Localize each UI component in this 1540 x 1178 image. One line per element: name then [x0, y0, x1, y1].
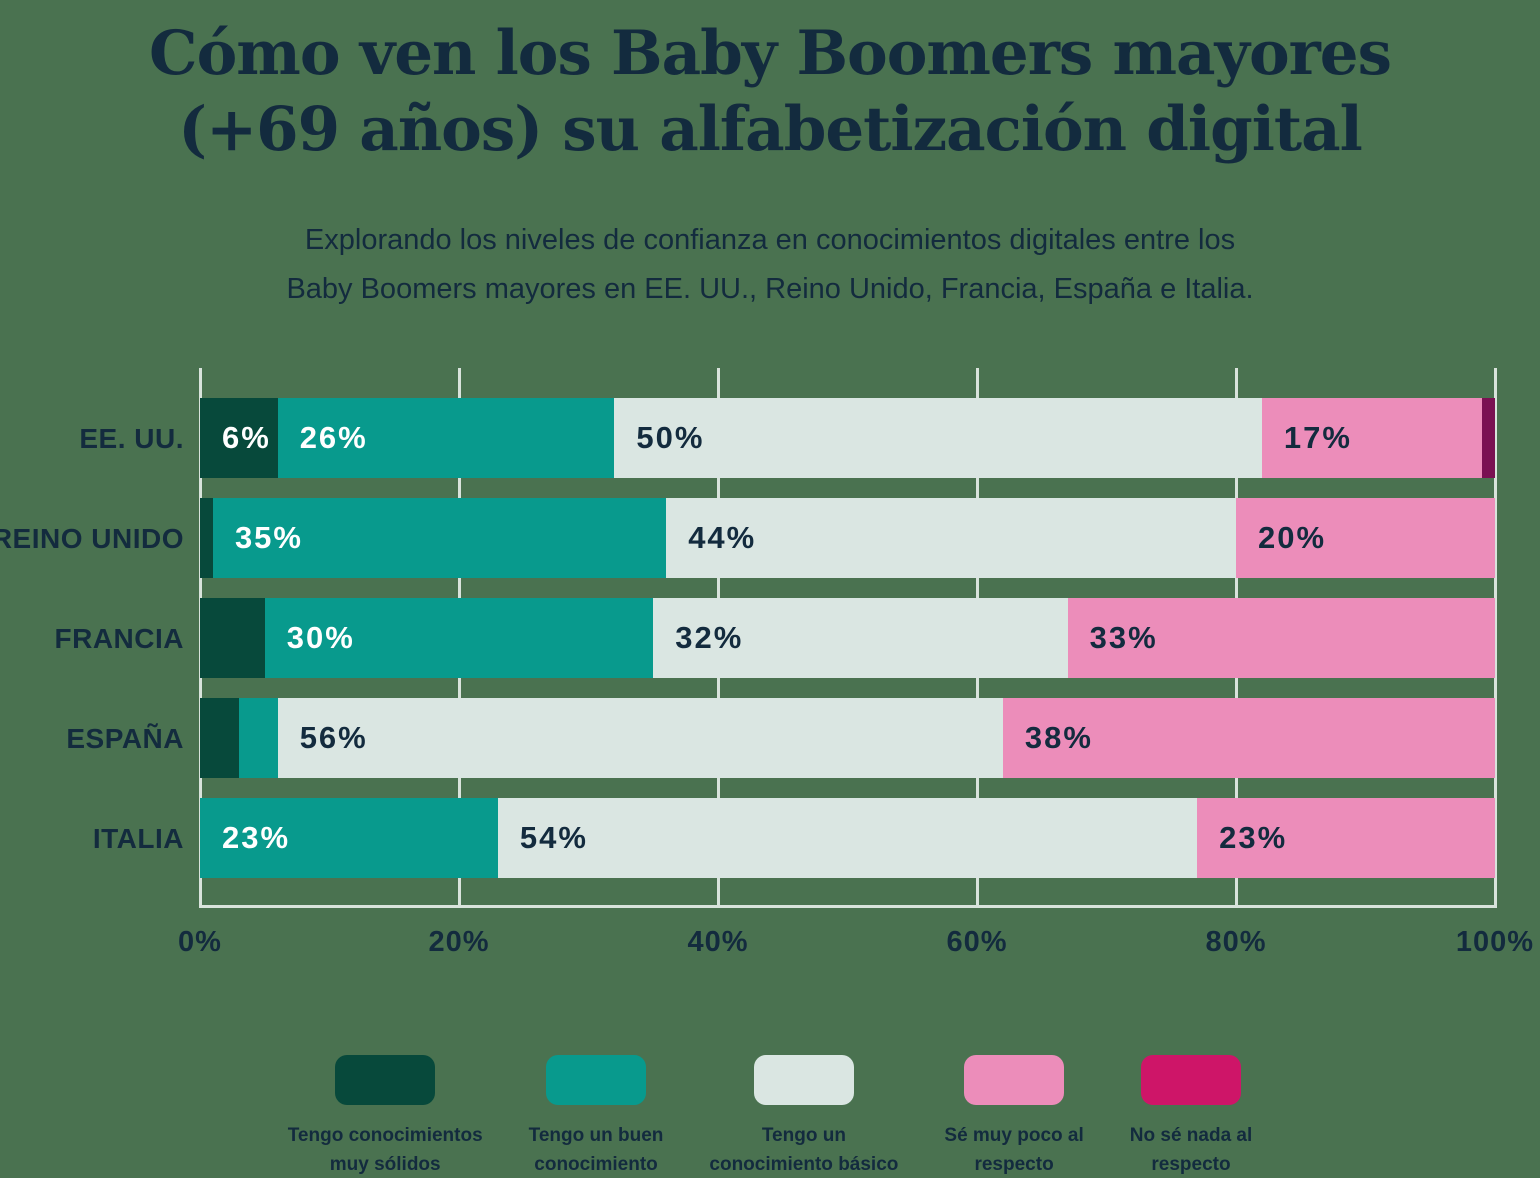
- x-tick-label-40: 40%: [687, 926, 749, 958]
- bar-value-label: 26%: [299, 420, 368, 455]
- legend-label-line: No sé nada al: [1129, 1125, 1253, 1146]
- legend-item-s-muy-poco-al-respecto: Sé muy poco al respecto: [944, 1055, 1084, 1178]
- bar-row-espa-a: 56% 38%: [200, 698, 1495, 778]
- category-label-espa-a: ESPAÑA: [66, 723, 184, 754]
- legend-label-line: muy sólidos: [329, 1153, 441, 1175]
- x-tick-label-20: 20%: [428, 926, 490, 958]
- legend-label-line: respecto: [1151, 1153, 1231, 1175]
- legend-label-line: Tengo conocimientos: [287, 1125, 483, 1146]
- legend-item-tengo-un-conocimiento-b-sico: Tengo un conocimiento básico: [709, 1055, 898, 1178]
- bar-segment-francia-tengo-un-buen-conocimiento: 30%: [264, 598, 654, 678]
- bar-value-label: 44%: [688, 520, 757, 555]
- x-tick-label-60: 60%: [946, 926, 1008, 958]
- legend-label-line: Tengo un: [761, 1125, 846, 1146]
- bar-segment-reino-unido-tengo-conocimientos-muy-s-lidos: [200, 498, 213, 578]
- legend-swatch-no-s-nada-al-respecto: [1141, 1055, 1242, 1105]
- legend-swatch-tengo-un-conocimiento-b-sico: [753, 1055, 854, 1105]
- legend-label-line: Tengo un buen: [528, 1125, 664, 1146]
- plot-area: 6% 26% 50% 17% 35% 44% 20% 30% 32% 33% 56% 38% 23% 54…: [0, 368, 1533, 958]
- bar-segment-espa-a-tengo-conocimientos-muy-s-lidos: [200, 698, 239, 778]
- legend-label-s-muy-poco-al-respecto: Sé muy poco al respecto: [944, 1122, 1083, 1178]
- legend-label-tengo-conocimientos-muy-s-lidos: Tengo conocimientos muy sólidos: [288, 1122, 483, 1178]
- chart-title-line2: (+69 años) su alfabetización digital: [178, 93, 1363, 165]
- bar-segment-francia-tengo-conocimientos-muy-s-lidos: [200, 598, 265, 678]
- bar-segment-espa-a-s-muy-poco-al-respecto: 38%: [1002, 698, 1495, 778]
- bar-segment-ee-uu-tengo-un-conocimiento-b-sico: 50%: [614, 398, 1262, 478]
- legend-swatch-s-muy-poco-al-respecto: [964, 1055, 1065, 1105]
- x-tick-label-0: 0%: [178, 926, 222, 958]
- bar-row-italia: 23% 54% 23%: [200, 798, 1495, 878]
- bar-value-label: 32%: [675, 620, 744, 655]
- bar-segment-espa-a-tengo-un-buen-conocimiento: [238, 698, 278, 778]
- legend-label-line: conocimiento: [534, 1153, 658, 1175]
- category-label-reino-unido: REINO UNIDO: [0, 523, 184, 554]
- legend-label-no-s-nada-al-respecto: No sé nada al respecto: [1130, 1122, 1253, 1178]
- bar-value-label: 54%: [519, 820, 588, 855]
- bar-value-label: 35%: [234, 520, 303, 555]
- bar-row-reino-unido: 35% 44% 20%: [200, 498, 1495, 578]
- category-label-italia: ITALIA: [92, 823, 184, 854]
- bar-segment-italia-tengo-un-conocimiento-b-sico: 54%: [497, 798, 1198, 878]
- bar-segment-reino-unido-s-muy-poco-al-respecto: 20%: [1235, 498, 1495, 578]
- chart-subtitle-line2: Baby Boomers mayores en EE. UU., Reino U…: [286, 273, 1254, 305]
- bar-value-label: 23%: [1219, 820, 1288, 855]
- x-axis-line: [200, 905, 1496, 908]
- bar-value-label: 33%: [1089, 620, 1158, 655]
- bar-value-label: 38%: [1024, 720, 1093, 755]
- x-tick-label-100: 100%: [1455, 926, 1535, 958]
- bar-segment-ee-uu-s-muy-poco-al-respecto: 17%: [1261, 398, 1483, 478]
- bar-segment-italia-tengo-un-buen-conocimiento: 23%: [200, 798, 498, 878]
- category-label-ee-uu: EE. UU.: [79, 423, 184, 454]
- bar-value-label: 56%: [299, 720, 368, 755]
- bar-segment-reino-unido-tengo-un-conocimiento-b-sico: 44%: [666, 498, 1236, 578]
- bar-row-ee-uu: 6% 26% 50% 17%: [200, 398, 1495, 478]
- bar-rows: 6% 26% 50% 17% 35% 44% 20% 30% 32% 33% 56% 38% 23% 54…: [200, 398, 1495, 898]
- legend-label-tengo-un-buen-conocimiento: Tengo un buen conocimiento: [529, 1122, 664, 1178]
- bar-segment-reino-unido-tengo-un-buen-conocimiento: 35%: [212, 498, 667, 578]
- bar-row-francia: 30% 32% 33%: [200, 598, 1495, 678]
- category-label-francia: FRANCIA: [54, 623, 184, 654]
- bar-segment-ee-uu-tengo-conocimientos-muy-s-lidos: 6%: [200, 398, 278, 478]
- x-tick-label-80: 80%: [1205, 926, 1267, 958]
- legend-label-line: Sé muy poco al: [944, 1125, 1084, 1146]
- legend-item-no-s-nada-al-respecto: No sé nada al respecto: [1130, 1055, 1253, 1178]
- bar-segment-ee-uu-tengo-un-buen-conocimiento: 26%: [277, 398, 615, 478]
- legend-swatch-tengo-conocimientos-muy-s-lidos: [335, 1055, 436, 1105]
- gridline-100: [1494, 368, 1497, 908]
- chart-legend: Tengo conocimientos muy sólidos Tengo un b…: [0, 1055, 1540, 1178]
- bar-segment-italia-s-muy-poco-al-respecto: 23%: [1197, 798, 1495, 878]
- chart-subtitle-line1: Explorando los niveles de confianza en c…: [304, 224, 1236, 256]
- bar-segment-francia-s-muy-poco-al-respecto: 33%: [1067, 598, 1495, 678]
- legend-label-line: conocimiento básico: [709, 1153, 899, 1175]
- bar-value-label: 30%: [286, 620, 355, 655]
- legend-swatch-tengo-un-buen-conocimiento: [546, 1055, 647, 1105]
- bar-value-label: 20%: [1257, 520, 1327, 555]
- chart-subtitle: Explorando los niveles de confianza en c…: [0, 216, 1540, 314]
- bar-value-label: 23%: [222, 820, 291, 855]
- legend-item-tengo-un-buen-conocimiento: Tengo un buen conocimiento: [529, 1055, 664, 1178]
- bar-value-label: 6%: [222, 420, 271, 455]
- bar-segment-espa-a-tengo-un-conocimiento-b-sico: 56%: [277, 698, 1003, 778]
- bar-segment-ee-uu-no-s-nada-al-respecto: [1482, 398, 1495, 478]
- bar-value-label: 50%: [636, 420, 705, 455]
- chart-title: Cómo ven los Baby Boomers mayores (+69 a…: [0, 16, 1540, 167]
- bar-value-label: 17%: [1283, 420, 1352, 455]
- legend-label-tengo-un-conocimiento-b-sico: Tengo un conocimiento básico: [709, 1122, 898, 1178]
- bar-segment-francia-tengo-un-conocimiento-b-sico: 32%: [653, 598, 1068, 678]
- legend-label-line: respecto: [974, 1153, 1054, 1175]
- chart-title-line1: Cómo ven los Baby Boomers mayores: [149, 18, 1392, 89]
- legend-item-tengo-conocimientos-muy-s-lidos: Tengo conocimientos muy sólidos: [288, 1055, 483, 1178]
